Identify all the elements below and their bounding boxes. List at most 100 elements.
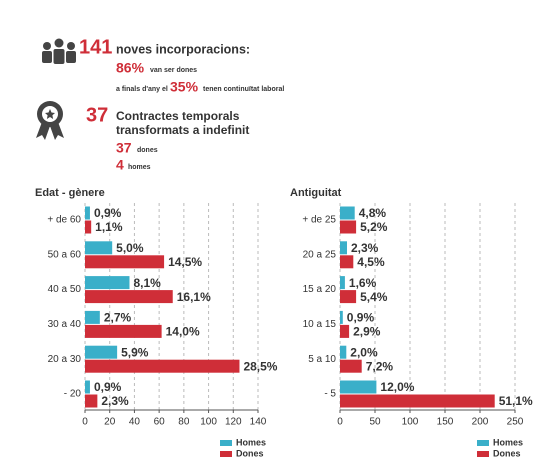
x-tick-label: 200 <box>472 417 489 428</box>
stat-text: homes <box>128 164 151 171</box>
category-label: 20 a 30 <box>48 354 82 365</box>
percent-label: 5,4% <box>360 290 388 304</box>
x-tick-label: 140 <box>250 417 267 428</box>
category-label: + de 25 <box>302 215 336 226</box>
bar <box>340 394 495 408</box>
bar <box>85 310 100 324</box>
bar <box>85 394 98 408</box>
percent-label: 2,7% <box>104 311 132 325</box>
x-tick-label: 150 <box>437 417 454 428</box>
legend-swatch <box>220 451 232 457</box>
bar <box>340 345 347 359</box>
legend-label: Dones <box>236 448 264 458</box>
percent-label: 12,0% <box>380 380 414 394</box>
percent-label: 0,9% <box>347 311 375 325</box>
bar <box>85 345 118 359</box>
bar <box>340 359 362 373</box>
percent-label: 7,2% <box>366 359 394 373</box>
category-label: 5 a 10 <box>308 354 336 365</box>
legend-swatch <box>477 440 489 446</box>
stat-text: Contractes temporals <box>116 109 240 123</box>
percent-label: 14,5% <box>168 255 202 269</box>
stat-number: 4 <box>116 157 124 173</box>
stat-text: van ser dones <box>150 67 197 74</box>
x-tick-label: 250 <box>507 417 524 428</box>
category-label: + de 60 <box>47 215 81 226</box>
category-label: 40 a 50 <box>48 284 82 295</box>
percent-label: 28,5% <box>243 359 277 373</box>
stat-number: 141 <box>79 36 112 58</box>
chart-title: Antiguitat <box>290 187 342 199</box>
legend-swatch <box>220 440 232 446</box>
percent-label: 5,2% <box>360 220 388 234</box>
x-tick-label: 120 <box>225 417 242 428</box>
bar <box>85 255 165 269</box>
percent-label: 5,0% <box>116 241 144 255</box>
percent-label: 5,9% <box>121 345 149 359</box>
stat-text: dones <box>137 147 158 154</box>
category-label: 15 a 20 <box>303 284 337 295</box>
stat-number: 86% <box>116 60 145 76</box>
category-label: 10 a 15 <box>303 319 337 330</box>
medal-icon <box>36 101 64 140</box>
bar <box>85 290 173 304</box>
percent-label: 0,9% <box>94 380 122 394</box>
bar <box>340 206 355 220</box>
bar <box>340 380 377 394</box>
percent-label: 2,9% <box>353 325 381 339</box>
people-icon <box>42 38 76 64</box>
bar <box>340 324 350 338</box>
bar <box>85 206 90 220</box>
legend-swatch <box>477 451 489 457</box>
percent-label: 51,1% <box>499 394 533 408</box>
stat-text: transformats a indefinit <box>116 123 249 137</box>
x-tick-label: 100 <box>402 417 419 428</box>
stat-number: 37 <box>116 140 132 156</box>
bar <box>340 310 343 324</box>
bar <box>340 241 347 255</box>
x-tick-label: 50 <box>369 417 381 428</box>
percent-label: 2,3% <box>101 394 129 408</box>
stat-text: noves incorporacions: <box>116 42 250 56</box>
legend-label: Dones <box>493 448 521 458</box>
bar <box>340 255 354 269</box>
stat-number: 35% <box>170 79 199 95</box>
x-tick-label: 0 <box>82 417 88 428</box>
stat-text: a finals d'any el <box>116 86 168 93</box>
x-tick-label: 40 <box>129 417 141 428</box>
percent-label: 0,9% <box>94 206 122 220</box>
stat-number: 37 <box>86 104 108 126</box>
category-label: - 20 <box>64 389 82 400</box>
stat-text: tenen continuïtat laboral <box>203 86 284 93</box>
bar <box>85 276 130 290</box>
bar <box>85 380 90 394</box>
percent-label: 1,1% <box>95 220 123 234</box>
bar <box>340 290 357 304</box>
category-label: 20 a 25 <box>303 249 337 260</box>
x-tick-label: 100 <box>200 417 217 428</box>
x-tick-label: 80 <box>178 417 190 428</box>
category-label: - 5 <box>324 389 336 400</box>
bar <box>340 276 345 290</box>
legend-label: Homes <box>236 437 266 447</box>
percent-label: 4,8% <box>359 206 387 220</box>
percent-label: 2,0% <box>350 345 378 359</box>
legend-label: Homes <box>493 437 523 447</box>
percent-label: 14,0% <box>166 325 200 339</box>
bar <box>85 324 162 338</box>
category-label: 30 a 40 <box>48 319 82 330</box>
percent-label: 1,6% <box>349 276 377 290</box>
x-tick-label: 60 <box>154 417 166 428</box>
percent-label: 16,1% <box>177 290 211 304</box>
x-tick-label: 20 <box>104 417 116 428</box>
bar <box>85 220 92 234</box>
x-tick-label: 0 <box>337 417 343 428</box>
bar <box>340 220 357 234</box>
category-label: 50 a 60 <box>48 249 82 260</box>
chart-title: Edat - gènere <box>35 187 105 199</box>
bar <box>85 241 113 255</box>
percent-label: 4,5% <box>357 255 385 269</box>
percent-label: 8,1% <box>133 276 161 290</box>
